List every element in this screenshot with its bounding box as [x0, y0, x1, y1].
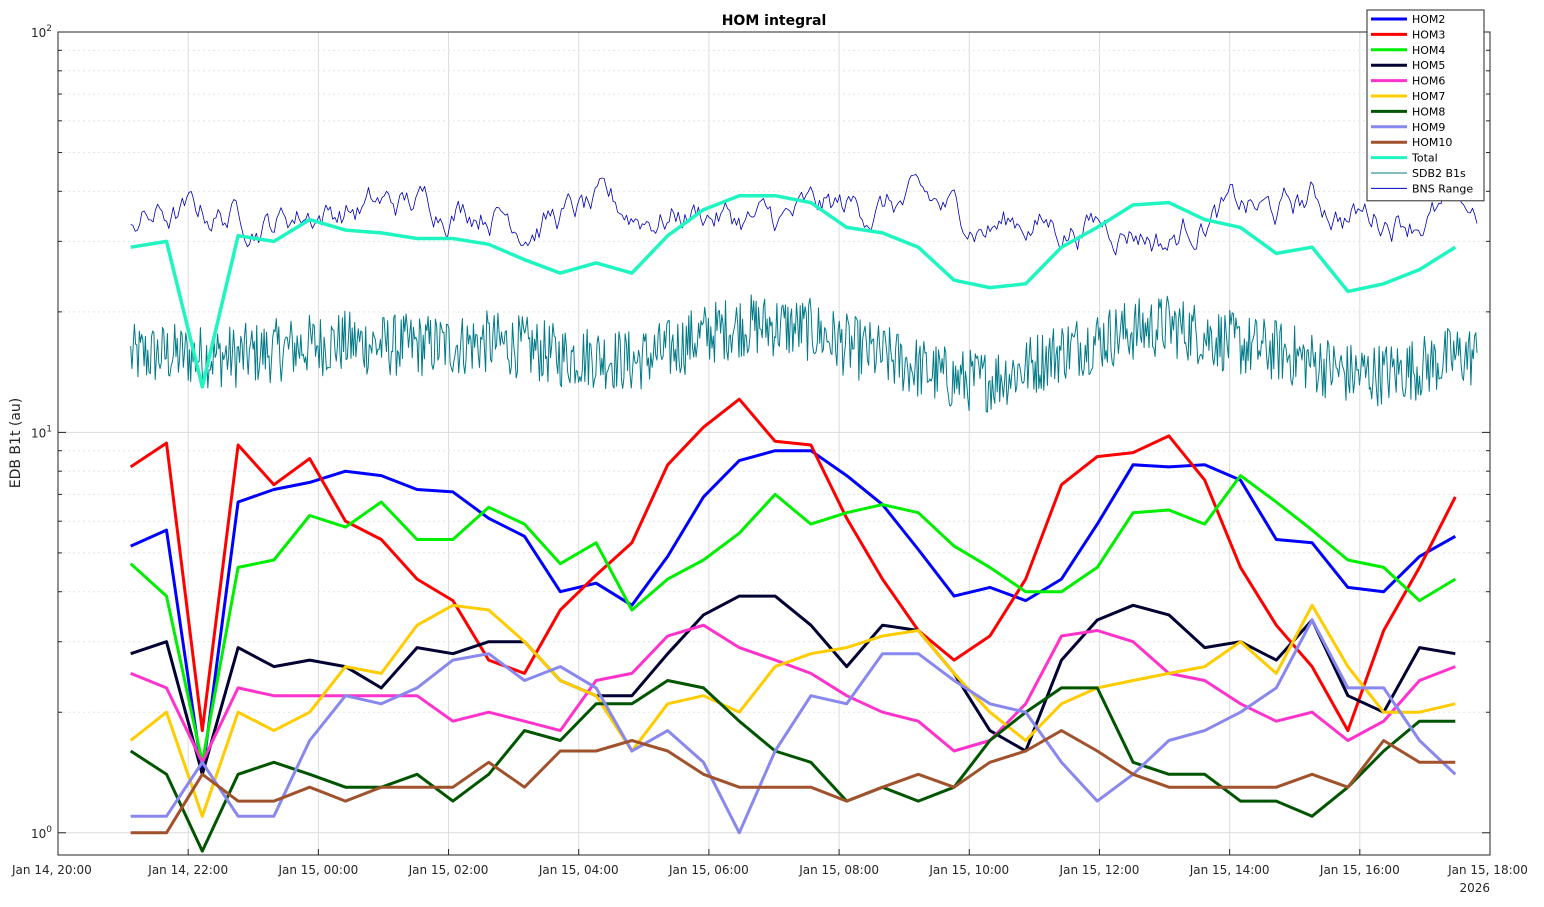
legend-label-hom5: HOM5	[1412, 59, 1445, 72]
y-tick-label: 102	[31, 24, 52, 40]
series-line-hom5	[130, 594, 1456, 776]
series-line-hom2	[130, 449, 1457, 776]
series-line-sdb2-b1s	[130, 294, 1478, 413]
x-tick-label: Jan 15, 12:00	[1059, 863, 1140, 877]
x-tick-label: Jan 15, 08:00	[798, 863, 879, 877]
y-axis-label: EDB B1t (au)	[8, 398, 24, 489]
series-line-hom10	[130, 729, 1456, 835]
legend: HOM2 HOM3 HOM4 HOM5 HOM6 HOM7 HOM8 HOM9 HOM10 Tot…	[1366, 9, 1485, 202]
legend-label-hom2: HOM2	[1412, 13, 1445, 26]
series-line-hom8	[129, 679, 1456, 853]
x-tick-label: Jan 15, 16:00	[1319, 863, 1400, 877]
y-tick-label: 101	[31, 424, 52, 440]
y-tick-label: 100	[31, 825, 52, 841]
x-tick-label: Jan 14, 20:00	[11, 863, 92, 877]
legend-label-hom8: HOM8	[1412, 105, 1445, 118]
axis-ticks: Jan 14, 20:00 Jan 14, 22:00 Jan 15, 00:00 J…	[11, 24, 1528, 877]
x-tick-label: Jan 15, 06:00	[668, 863, 749, 877]
x-tick-label: Jan 15, 02:00	[408, 863, 489, 877]
legend-label-hom10: HOM10	[1412, 136, 1452, 149]
legend-label-hom7: HOM7	[1412, 90, 1445, 103]
x-tick-label: Jan 14, 22:00	[147, 863, 228, 877]
x-tick-label: Jan 15, 00:00	[277, 863, 358, 877]
legend-label-bns-range: BNS Range	[1412, 182, 1473, 195]
x-tick-label: Jan 15, 14:00	[1189, 863, 1270, 877]
legend-label-hom9: HOM9	[1412, 121, 1445, 134]
series-line-hom7	[129, 603, 1456, 818]
legend-label-hom3: HOM3	[1412, 28, 1445, 41]
series-line-hom4	[129, 474, 1457, 764]
legend-label-hom6: HOM6	[1412, 75, 1445, 88]
x-tick-label: Jan 15, 18:00	[1447, 863, 1528, 877]
plot-frame	[57, 31, 1491, 856]
legend-label-hom4: HOM4	[1412, 44, 1445, 57]
x-year-label: 2026	[1459, 881, 1490, 895]
legend-box	[1366, 9, 1485, 202]
chart-title: HOM integral	[722, 13, 827, 29]
legend-label-sdb2-b1s: SDB2 B1s	[1412, 167, 1466, 180]
grid-lines	[57, 31, 1491, 855]
series-line-total	[130, 193, 1457, 389]
series-layer	[129, 174, 1478, 853]
x-tick-label: Jan 15, 10:00	[928, 863, 1009, 877]
legend-label-total: Total	[1411, 152, 1438, 165]
x-tick-label: Jan 15, 04:00	[538, 863, 619, 877]
series-line-hom9	[130, 618, 1457, 835]
